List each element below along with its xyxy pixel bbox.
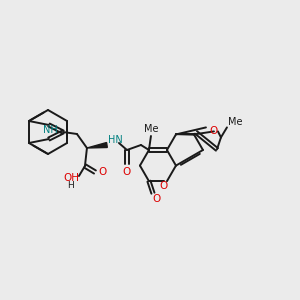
Text: NH: NH — [43, 125, 57, 135]
Text: O: O — [99, 167, 107, 177]
Text: Me: Me — [144, 124, 158, 134]
Text: O: O — [160, 181, 168, 191]
Text: HN: HN — [108, 135, 122, 145]
Text: O: O — [153, 194, 161, 204]
Text: H: H — [68, 182, 74, 190]
Polygon shape — [87, 142, 107, 148]
Text: Me: Me — [228, 117, 242, 128]
Text: O: O — [210, 126, 218, 136]
Text: O: O — [123, 167, 131, 177]
Text: OH: OH — [63, 173, 79, 183]
